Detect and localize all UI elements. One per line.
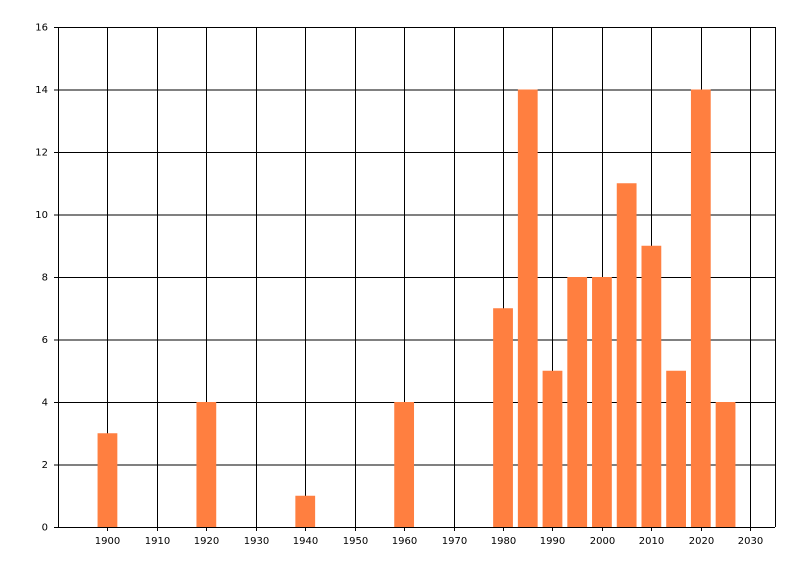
y-tick-label: 0 [42, 523, 48, 534]
x-tick-label: 2000 [590, 536, 615, 547]
y-tick-label: 16 [35, 23, 48, 34]
y-tick-label: 4 [42, 398, 48, 409]
y-tick-label: 6 [42, 335, 48, 346]
bar [592, 277, 612, 527]
x-tick-label: 2030 [738, 536, 763, 547]
y-tick-label: 12 [35, 148, 48, 159]
x-tick-label: 1980 [491, 536, 516, 547]
x-tick-label: 1910 [145, 536, 170, 547]
bar [641, 245, 662, 527]
x-tick-label: 1960 [392, 536, 417, 547]
bar [394, 402, 415, 527]
x-tick-label: 2010 [639, 536, 664, 547]
x-tick-label: 1970 [442, 536, 467, 547]
bar [517, 89, 538, 527]
bar [196, 402, 217, 527]
bar [542, 370, 563, 527]
x-tick-label: 1900 [95, 536, 120, 547]
x-tick-label: 1940 [293, 536, 318, 547]
bar [690, 89, 711, 527]
bar [715, 402, 736, 527]
bar [295, 495, 316, 527]
y-tick-label: 2 [42, 460, 48, 471]
bar [493, 308, 513, 527]
bar [666, 370, 686, 527]
bar [616, 183, 637, 527]
x-tick-label: 1950 [343, 536, 368, 547]
x-tick-label: 1930 [244, 536, 269, 547]
bar [567, 277, 588, 527]
y-tick-label: 14 [35, 85, 48, 96]
y-tick-label: 8 [42, 273, 48, 284]
bar [97, 433, 118, 527]
x-tick-label: 2020 [689, 536, 714, 547]
y-tick-label: 10 [35, 210, 48, 221]
x-tick-label: 1920 [194, 536, 219, 547]
x-tick-label: 1990 [540, 536, 565, 547]
